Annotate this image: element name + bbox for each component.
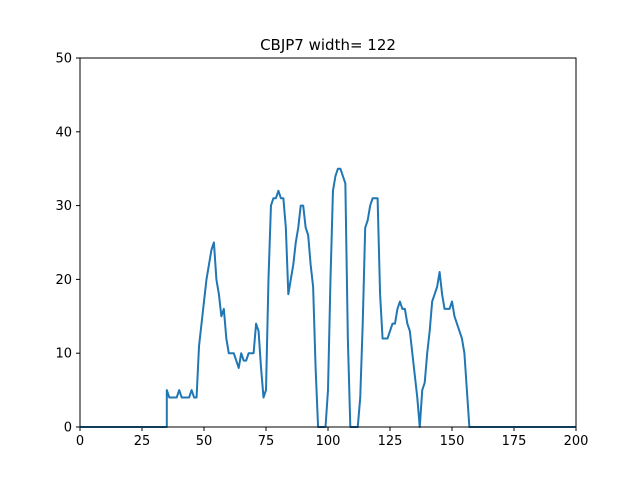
chart-title: CBJP7 width= 122 [260, 36, 396, 54]
y-tick-label: 50 [55, 52, 72, 67]
y-axis: 0 10 20 30 40 50 [55, 52, 80, 436]
y-tick-label: 20 [55, 273, 72, 288]
y-tick-label: 30 [55, 199, 72, 214]
x-tick-label: 25 [134, 434, 151, 449]
plot-frame [79, 57, 577, 428]
series-line [80, 167, 576, 428]
x-axis: 0 25 50 75 100 125 150 175 200 [76, 427, 589, 449]
x-tick-label: 150 [440, 434, 465, 449]
x-tick-label: 125 [378, 434, 403, 449]
x-tick-label: 200 [564, 434, 589, 449]
x-tick-label: 175 [502, 434, 527, 449]
y-tick-label: 10 [55, 347, 72, 362]
x-tick-label: 75 [258, 434, 275, 449]
x-tick-label: 0 [76, 434, 84, 449]
y-tick-label: 40 [55, 125, 72, 140]
y-tick-label: 0 [64, 421, 72, 436]
x-tick-label: 50 [196, 434, 213, 449]
x-tick-label: 100 [316, 434, 341, 449]
